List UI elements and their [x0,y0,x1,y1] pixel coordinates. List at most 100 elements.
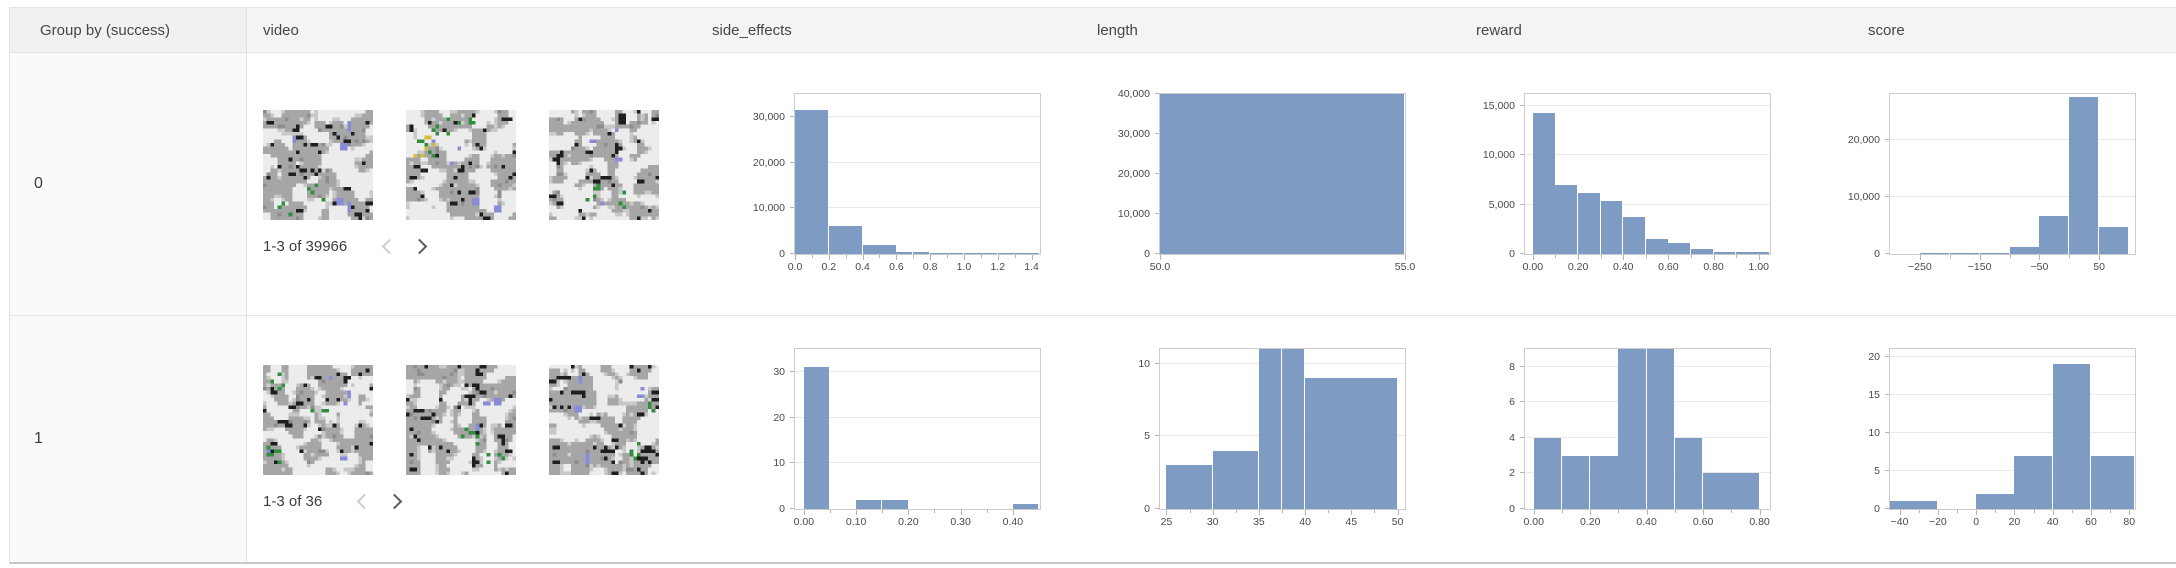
histogram-bar [1561,455,1590,509]
gridline [1890,195,2135,197]
video-thumbnail[interactable] [263,365,373,475]
score-histogram-cell: 0 5 10 15 20 −40 −20 0 20 40 60 80 [1787,316,2176,562]
side-effects-histogram: 0 10,000 20,000 30,000 0.0 0.2 0.4 0.6 0.8 1.0 1.2… [732,93,1057,275]
axis-tick-label: 40 [1299,516,1311,528]
tick-mark [1623,255,1625,260]
axis-tick-label: 25 [1160,516,1173,528]
video-thumbnail[interactable] [549,365,659,475]
chevron-right-icon [411,238,428,254]
tick-mark [960,510,962,515]
histogram-bar [2052,364,2091,509]
minor-tick-mark [980,255,982,258]
tick-mark [1520,365,1524,367]
video-thumbnails [263,365,692,475]
tick-mark [1885,469,1889,471]
gridline [795,416,1040,418]
gridline [1890,393,2135,395]
video-thumbnail[interactable] [549,110,659,220]
histogram-bar [1674,437,1703,509]
axis-tick-label: 80 [2123,516,2136,528]
column-header-length[interactable]: length [1097,21,1138,39]
tick-mark [1305,510,1307,515]
x-axis: 0.0 0.2 0.4 0.6 0.8 1.0 1.2 1.4 [788,255,1041,275]
tick-mark [1937,510,1939,515]
minor-tick-mark [1995,510,1997,513]
minor-tick-mark [2071,510,2073,513]
minor-tick-mark [1949,255,1951,258]
tick-mark [790,508,794,509]
tick-mark [1885,138,1889,140]
axis-tick-label: 0.20 [1579,516,1601,528]
tick-mark [1590,510,1592,515]
tick-mark [1885,195,1889,197]
pagination-next-button[interactable] [384,489,408,513]
video-cell: 1-3 of 36 [247,316,692,562]
length-histogram: 0 5 10 25 30 35 40 45 50 [1097,348,1422,530]
column-header-video[interactable]: video [263,21,299,39]
chevron-left-icon [381,238,398,254]
column-header-score[interactable]: score [1868,21,1905,39]
chevron-right-icon [386,493,402,509]
column-header-side-effects[interactable]: side_effects [712,21,792,39]
minor-tick-mark [2110,510,2112,513]
tick-mark [1155,435,1159,437]
side-effects-histogram: 0 10 20 30 0.00 0.10 0.20 0.30 0.40 [732,348,1057,530]
axis-tick-label: 0.60 [1692,516,1714,528]
gridline [1890,355,2135,357]
axis-tick-label: 0.20 [898,516,919,528]
axis-tick-label: 45 [1345,516,1358,528]
chevron-left-icon [356,493,372,509]
gridline [795,207,1040,209]
minor-tick-mark [1645,255,1647,258]
axis-tick-label: 1.00 [1748,261,1769,273]
axis-tick-label: 60 [2085,516,2097,528]
axis-tick-label: 50 [1391,516,1404,528]
minor-tick-mark [811,255,813,258]
plot-column: 0.00 0.20 0.40 0.60 0.80 1.00 [1522,93,1771,275]
axis-tick-label: 0 [1973,516,1980,528]
pagination-prev-button[interactable] [375,234,399,258]
tick-mark [1885,508,1889,509]
tick-mark [1758,255,1760,260]
histogram-bar [1646,349,1675,509]
table-row: 1 1-3 of 36 0 10 20 30 0.00 0.10 0.20 0.30 0.40 … [10,315,2176,562]
tick-mark [2039,255,2041,260]
axis-tick-label: 30 [773,365,785,378]
tick-mark [997,255,999,260]
minor-tick-mark [986,510,988,513]
gridline [795,370,1040,372]
pagination-prev-button[interactable] [350,489,374,513]
axis-tick-label: 10 [1138,357,1150,370]
y-axis: 0 5,000 10,000 15,000 [1462,93,1524,260]
histogram-bar [862,244,896,254]
minor-tick-mark [882,510,884,513]
axis-tick-label: 30,000 [1117,128,1150,140]
axis-tick-label: 0.10 [845,516,867,528]
histogram-bar [882,499,908,509]
minor-tick-mark [1690,255,1692,258]
axis-tick-label: 5 [1144,430,1150,443]
video-thumbnail[interactable] [263,110,373,220]
gridline [795,462,1040,464]
minor-tick-mark [2033,510,2035,513]
side-effects-histogram-cell: 0 10,000 20,000 30,000 0.0 0.2 0.4 0.6 0.8 1.0 1.2… [692,53,1057,315]
histogram-bar [2099,227,2129,254]
axis-tick-label: 10,000 [752,202,785,215]
column-header-reward[interactable]: reward [1476,21,1522,39]
axis-tick-label: 0.00 [1522,261,1544,273]
tick-mark [1520,154,1524,156]
histogram-bar [896,251,913,254]
tick-mark [803,510,805,515]
video-cell: 1-3 of 39966 [247,53,692,315]
video-thumbnail[interactable] [406,110,516,220]
column-header-group-by[interactable]: Group by (success) [10,8,247,52]
histogram-plot [794,93,1041,255]
tick-mark [1520,253,1524,254]
video-thumbnail[interactable] [406,365,516,475]
histogram-bar [2069,96,2099,254]
pagination-next-button[interactable] [409,234,433,258]
axis-tick-label: 50 [2093,261,2105,273]
axis-tick-label: 0.20 [1567,261,1589,273]
plot-column: 25 30 35 40 45 50 [1159,348,1406,530]
plot-column: −40 −20 0 20 40 60 80 [1889,348,2136,530]
